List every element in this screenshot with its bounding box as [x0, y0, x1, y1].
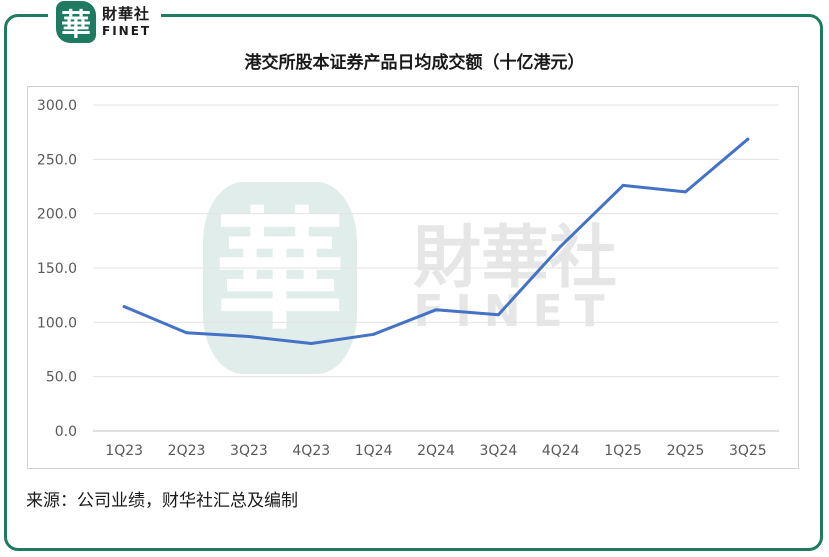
x-tick-label: 2Q23 — [168, 443, 206, 459]
x-tick-label: 1Q25 — [604, 443, 642, 459]
logo-name-cn: 財華社 — [102, 5, 151, 23]
chart-frame — [4, 14, 823, 551]
x-tick-label: 4Q23 — [292, 443, 330, 459]
x-tick-label: 1Q23 — [105, 443, 143, 459]
y-tick-labels: 0.0 50.0 100.0 150.0 200.0 250.0 300.0 — [37, 98, 77, 440]
y-tick-label: 300.0 — [37, 98, 77, 114]
data-point — [496, 313, 500, 317]
watermark-char: 華 — [215, 194, 345, 347]
x-tick-label: 4Q24 — [542, 443, 580, 459]
source-note: 来源：公司业绩，财华社汇总及编制 — [26, 491, 298, 511]
data-point — [247, 334, 251, 338]
data-point — [309, 342, 313, 346]
data-point — [434, 308, 438, 312]
x-tick-label: 2Q24 — [417, 443, 455, 459]
watermark: 華 財華社 FINET — [203, 182, 617, 374]
x-tick-label: 3Q25 — [729, 443, 767, 459]
y-tick-label: 100.0 — [37, 315, 77, 331]
data-point — [683, 190, 687, 194]
brand-logo: 華 財華社 FINET — [48, 0, 162, 44]
data-point — [122, 305, 126, 309]
x-tick-label: 3Q24 — [479, 443, 517, 459]
chart-title: 港交所股本证券产品日均成交额（十亿港元） — [244, 53, 585, 73]
data-point — [746, 137, 750, 141]
x-tick-label: 2Q25 — [667, 443, 705, 459]
watermark-badge — [203, 182, 357, 374]
y-tick-label: 200.0 — [37, 207, 77, 223]
series-layer — [122, 137, 750, 346]
x-tick-labels: 1Q23 2Q23 3Q23 4Q23 1Q24 2Q24 3Q24 4Q24 1Q25 2Q25… — [105, 443, 766, 459]
data-point — [372, 332, 376, 336]
y-tick-label: 150.0 — [37, 261, 77, 277]
logo-badge: 華 — [56, 1, 96, 43]
plot-area-border — [27, 86, 799, 469]
y-tick-label: 50.0 — [46, 370, 77, 386]
y-tick-label: 0.0 — [55, 424, 77, 440]
logo-name-en: FINET — [102, 24, 152, 38]
y-tick-label: 250.0 — [37, 152, 77, 168]
data-point — [559, 244, 563, 248]
logo-text: 財華社 FINET — [102, 5, 152, 38]
data-point — [621, 183, 625, 187]
data-point — [185, 331, 189, 335]
x-tick-label: 1Q24 — [355, 443, 393, 459]
x-tick-label: 3Q23 — [230, 443, 268, 459]
watermark-name-cn: 財華社 — [413, 219, 617, 298]
grid-lines — [93, 104, 779, 432]
